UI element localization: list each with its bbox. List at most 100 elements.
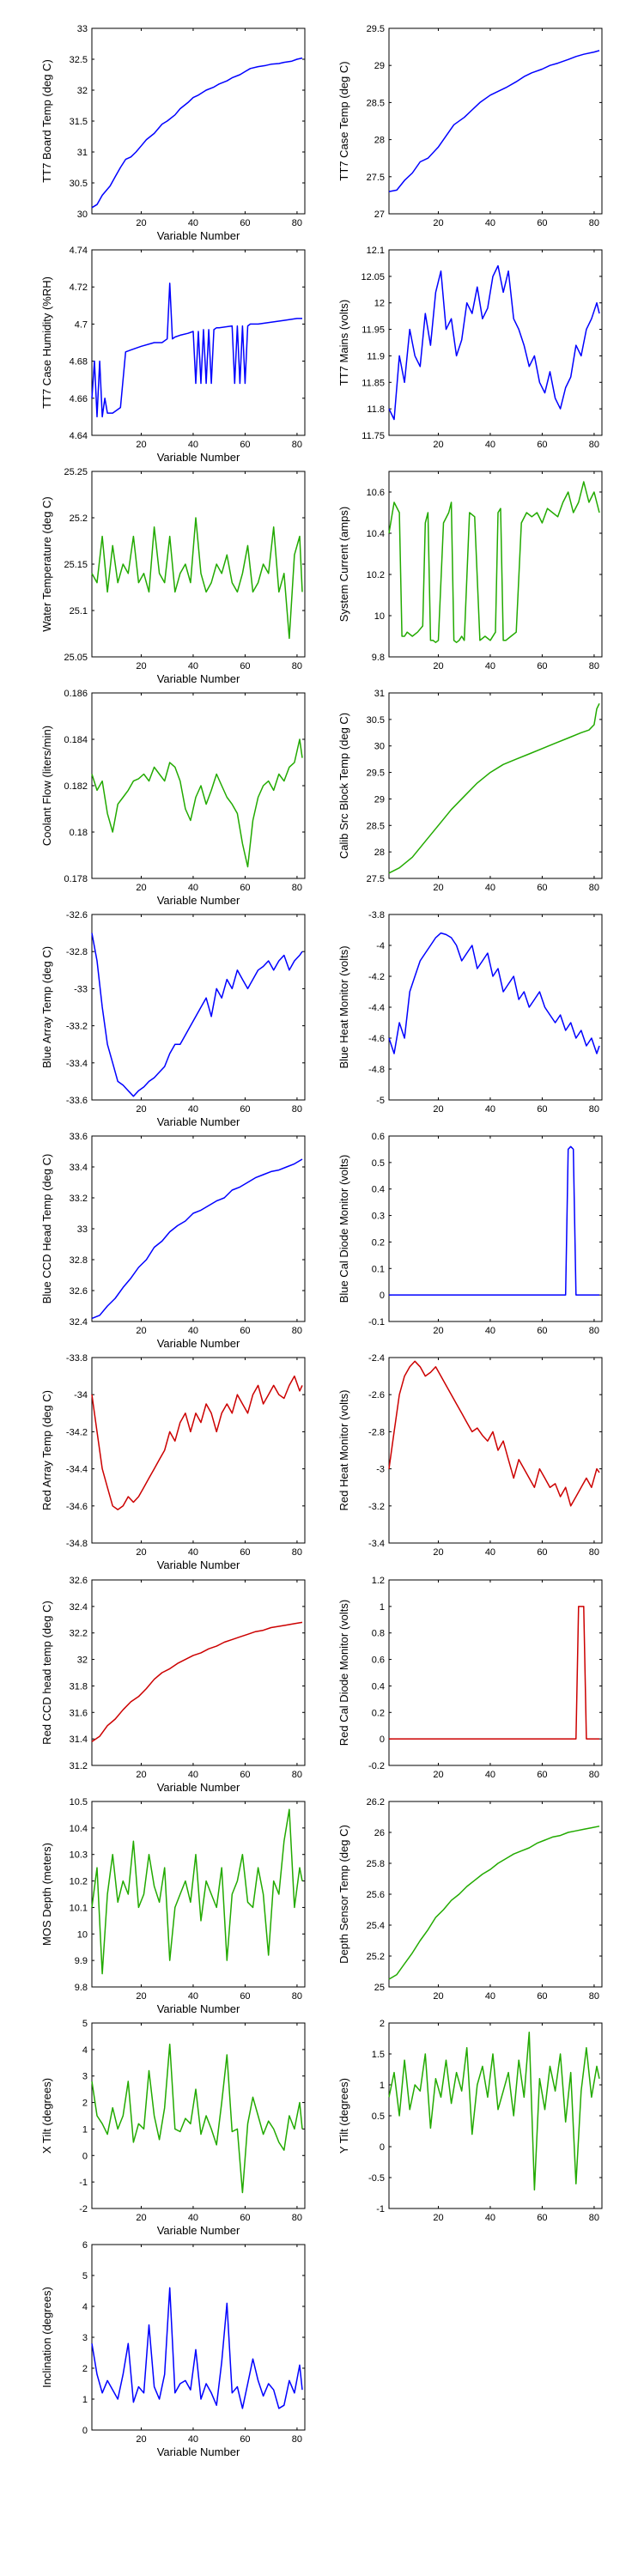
y-tick-label: 33.2: [70, 1194, 88, 1204]
y-tick-label: -33.4: [66, 1059, 88, 1069]
y-tick-label: -33.2: [66, 1022, 88, 1032]
y-tick-label: 11.8: [367, 404, 385, 415]
y-axis-label: TT7 Case Temp (deg C): [337, 61, 350, 180]
y-tick-label: 32: [77, 86, 88, 96]
y-tick-label: 0.3: [372, 1212, 385, 1222]
y-tick-label: -33: [74, 984, 88, 994]
chart-panel: 20 40 60 80 -3.4 -3.2 -3 -2.8 -2.6 -2.4 Red Heat M…: [337, 1353, 603, 1558]
y-tick-label: 4.72: [70, 283, 88, 293]
y-tick-label: 10.2: [367, 570, 385, 580]
y-tick-label: 10.6: [367, 488, 385, 498]
y-tick-label: 0.178: [64, 874, 88, 884]
x-tick-label: 80: [589, 218, 599, 228]
chart-panel: 20 40 60 80 -0.1 0 0.1 0.2 0.3 0.4 0.5 0.6 Blue Cal …: [337, 1132, 603, 1336]
x-tick-label: 80: [589, 2213, 599, 2223]
series-line: [91, 1375, 303, 1510]
y-tick-label: -34.6: [66, 1502, 88, 1512]
x-tick-label: 20: [136, 1770, 146, 1780]
y-axis-label: X Tilt (degrees): [40, 2078, 53, 2154]
y-tick-label: 4: [82, 2302, 88, 2312]
x-tick-label: 60: [240, 661, 250, 671]
y-tick-label: 0.186: [64, 689, 88, 699]
series-line: [91, 1158, 303, 1320]
y-tick-label: 10: [77, 1929, 88, 1940]
y-axis-label: Inclination (degrees): [40, 2287, 53, 2388]
y-tick-label: 5: [82, 2271, 88, 2281]
x-tick-label: 60: [537, 218, 547, 228]
y-tick-label: 0: [380, 2142, 385, 2153]
y-tick-label: -32.6: [66, 910, 88, 920]
y-tick-label: -2.6: [368, 1390, 385, 1400]
chart-panel: 20 40 60 80 32.4 32.6 32.8 33 33.2 33.4 33.6 Variab…: [40, 1132, 306, 1350]
y-tick-label: 25.2: [367, 1952, 385, 1962]
x-tick-label: 20: [433, 218, 443, 228]
series-line: [91, 933, 303, 1097]
x-tick-label: 80: [292, 218, 302, 228]
y-axis-label: TT7 Case Humidity (%RH): [40, 276, 53, 409]
x-tick-label: 40: [188, 1104, 198, 1115]
y-tick-label: 27.5: [367, 173, 385, 183]
x-tick-label: 60: [537, 883, 547, 893]
series-line: [91, 2287, 303, 2409]
y-tick-label: 0: [380, 1735, 385, 1745]
y-tick-label: -2.8: [368, 1427, 385, 1437]
series-line: [388, 2032, 600, 2191]
y-tick-label: 1: [380, 1602, 385, 1613]
y-tick-label: 2: [380, 2019, 385, 2029]
x-tick-label: 60: [240, 2213, 250, 2223]
y-tick-label: 10.5: [70, 1797, 88, 1807]
x-tick-label: 60: [537, 2213, 547, 2223]
x-tick-label: 80: [292, 883, 302, 893]
x-tick-label: 60: [537, 1991, 547, 2002]
y-tick-label: 1.5: [372, 2050, 385, 2060]
y-tick-label: 30.5: [367, 715, 385, 726]
x-tick-label: 40: [188, 2213, 198, 2223]
y-tick-label: 25.6: [367, 1890, 385, 1900]
y-axis-label: Red Array Temp (deg C): [40, 1390, 53, 1510]
y-tick-label: 33: [77, 24, 88, 34]
y-tick-label: 12.1: [367, 246, 385, 256]
y-tick-label: 4.68: [70, 357, 88, 368]
y-tick-label: 3: [82, 2072, 88, 2082]
y-tick-label: 0.4: [372, 1681, 385, 1692]
y-tick-label: 25.2: [70, 513, 88, 524]
y-tick-label: 29: [374, 794, 385, 805]
y-tick-label: 33.4: [70, 1163, 88, 1173]
y-tick-label: 27: [374, 210, 385, 220]
x-tick-label: 80: [589, 883, 599, 893]
x-tick-label: 80: [292, 661, 302, 671]
x-tick-label: 60: [537, 1770, 547, 1780]
chart-panel: 20 40 60 80 31.2 31.4 31.6 31.8 32 32.2 32.4 32.6 Va…: [40, 1576, 306, 1794]
y-tick-label: 0: [380, 1291, 385, 1301]
plot-frame: [91, 914, 306, 1101]
x-tick-label: 20: [136, 883, 146, 893]
x-tick-label: 20: [433, 661, 443, 671]
y-axis-label: Y Tilt (degrees): [337, 2078, 350, 2154]
x-axis-label: Variable Number: [157, 894, 240, 907]
x-tick-label: 80: [589, 440, 599, 450]
y-tick-label: -2.4: [368, 1353, 385, 1364]
x-tick-label: 40: [188, 1991, 198, 2002]
y-tick-label: 25.05: [64, 653, 88, 663]
y-tick-label: 9.9: [75, 1956, 88, 1966]
y-tick-label: 32.6: [70, 1286, 88, 1297]
y-axis-label: Blue Array Temp (deg C): [40, 946, 53, 1068]
x-tick-label: 20: [136, 1547, 146, 1558]
series-line: [91, 1621, 303, 1742]
x-tick-label: 40: [188, 1326, 198, 1336]
y-tick-label: 10.3: [70, 1850, 88, 1861]
y-tick-label: 2: [82, 2364, 88, 2374]
y-axis-label: Blue Cal Diode Monitor (volts): [337, 1155, 350, 1303]
chart-panel: 20 40 60 80 -2 -1 0 1 2 3 4 5 Variable Number X Tilt …: [40, 2019, 306, 2237]
x-axis-label: Variable Number: [157, 1781, 240, 1794]
chart-panel: 20 40 60 80 0 1 2 3 4 5 6 Variable Number Inclinatio…: [40, 2240, 306, 2458]
chart-panel: 20 40 60 80 -34.8 -34.6 -34.4 -34.2 -34 -33.8 Vari…: [40, 1353, 306, 1571]
y-tick-label: -32.8: [66, 947, 88, 957]
y-axis-label: Blue Heat Monitor (volts): [337, 945, 350, 1068]
y-tick-label: 0.1: [372, 1264, 385, 1274]
x-tick-label: 20: [136, 440, 146, 450]
x-tick-label: 60: [240, 1547, 250, 1558]
y-tick-label: 32.8: [70, 1255, 88, 1266]
x-tick-label: 60: [537, 1547, 547, 1558]
y-tick-label: 0.5: [372, 2111, 385, 2122]
